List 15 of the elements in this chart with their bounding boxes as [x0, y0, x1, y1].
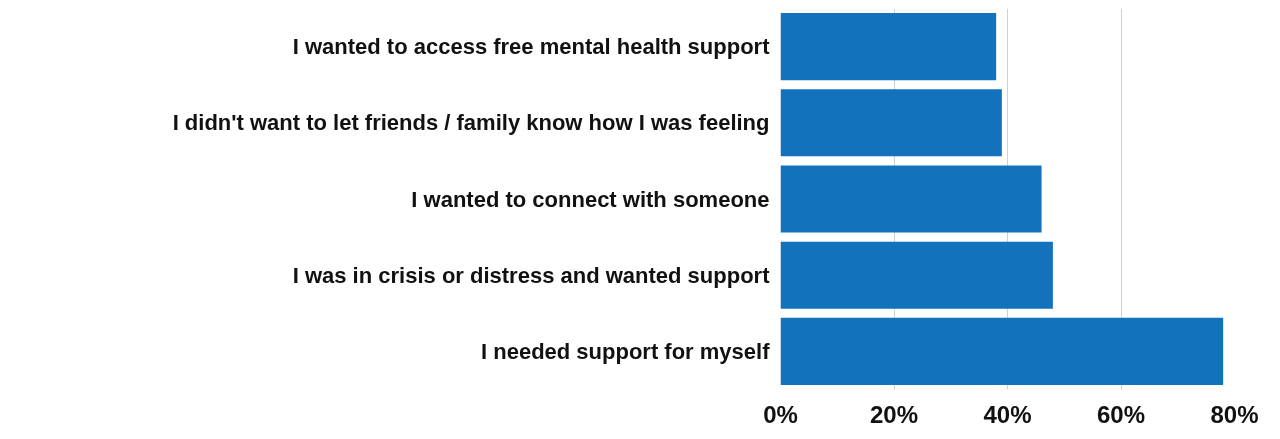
bar: [780, 317, 1224, 385]
x-tick-label: 40%: [983, 400, 1032, 428]
bar: [780, 165, 1042, 233]
y-tick-label: I didn't want to let friends / family know how I was feeling: [172, 110, 770, 136]
y-tick-label: I wanted to access free mental health support: [292, 34, 771, 60]
x-tick-label: 60%: [1096, 400, 1146, 428]
y-tick-label: I needed support for myself: [481, 338, 771, 364]
bar: [780, 241, 1053, 309]
y-tick-label: I wanted to connect with someone: [411, 186, 770, 212]
x-tick-label: 20%: [869, 400, 919, 428]
bar: [780, 89, 1002, 157]
y-tick-label: I was in crisis or distress and wanted support: [292, 262, 771, 288]
x-tick-label: 80%: [1210, 400, 1259, 428]
bar: [780, 13, 997, 81]
x-tick-label: 0%: [763, 400, 798, 428]
